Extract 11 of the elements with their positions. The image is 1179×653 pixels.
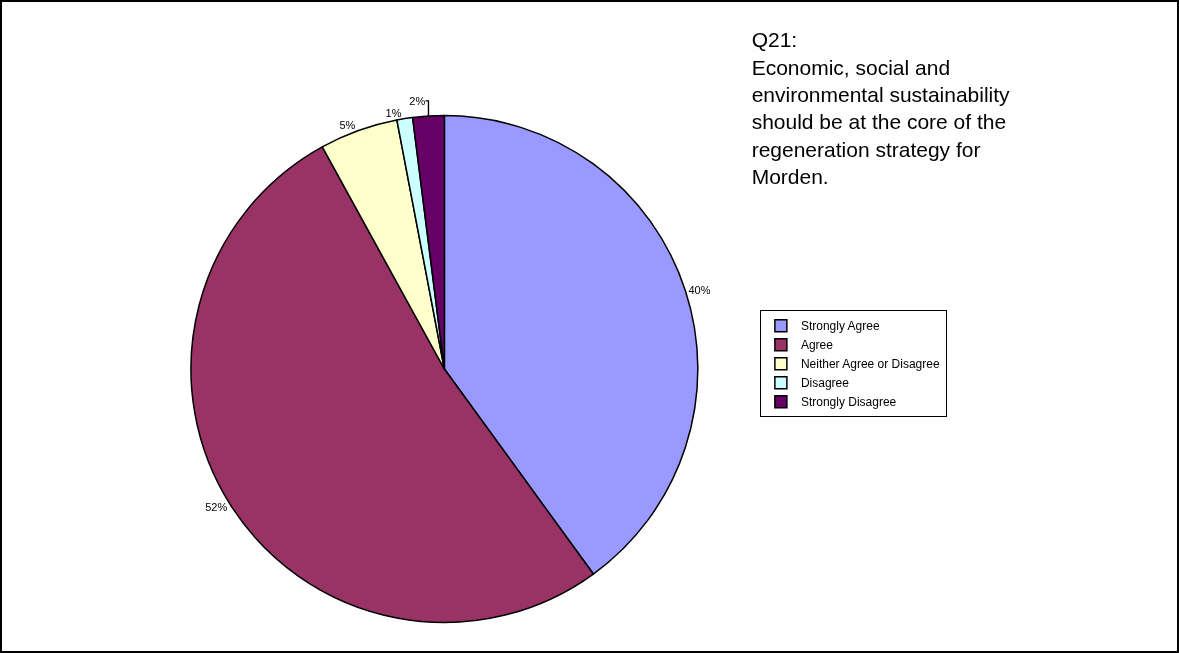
legend-label: Neither Agree or Disagree [800, 357, 940, 372]
data-label: 5% [339, 119, 356, 132]
data-label: 40% [688, 284, 711, 297]
chart-title: Q21: Economic, social and environmental sustainability should be at the core of the regeneration strategy for Morden. [751, 28, 1011, 188]
data-label: 2% [409, 94, 426, 107]
legend-label: Strongly Agree [800, 319, 880, 334]
legend-label: Strongly Disagree [800, 395, 897, 410]
data-label: 52% [205, 500, 228, 513]
legend-label: Disagree [800, 376, 850, 391]
data-label: 1% [385, 106, 402, 119]
legend-label: Agree [800, 338, 834, 353]
